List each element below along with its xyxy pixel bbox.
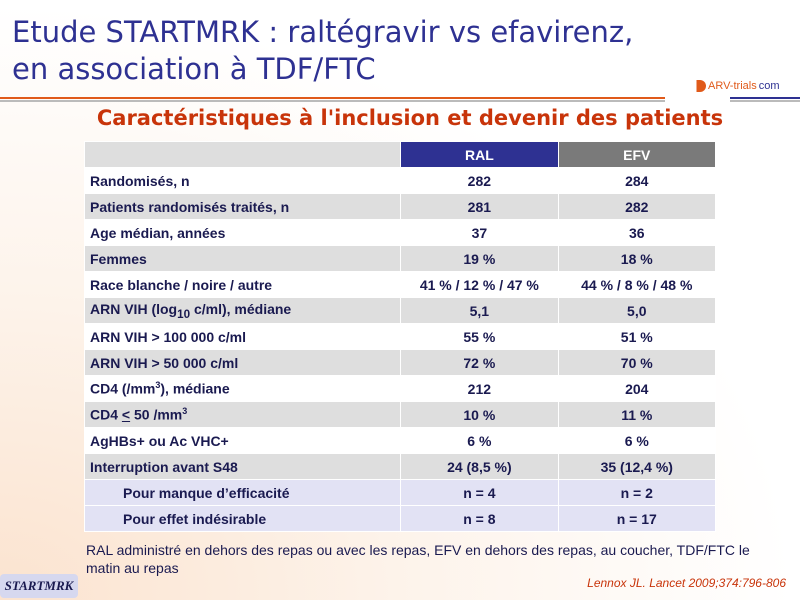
row-label: Femmes xyxy=(90,250,147,267)
efv-value: 44 % / 8 % / 48 % xyxy=(557,271,717,298)
ral-value: 212 xyxy=(400,375,559,402)
efv-value: 18 % xyxy=(557,245,717,272)
table-row: CD4 < 50 /mm3 10 % 11 % xyxy=(83,401,717,428)
row-label-sub: 10 xyxy=(177,307,191,321)
table-row: Interruption avant S48 24 (8,5 %) 35 (12… xyxy=(83,453,717,480)
table-row: Randomisés, n 282 284 xyxy=(83,167,717,194)
ral-value: 41 % / 12 % / 47 % xyxy=(400,271,559,298)
ral-value: 281 xyxy=(400,193,559,220)
divider-orange xyxy=(0,97,665,99)
row-label: Randomisés, n xyxy=(90,172,190,189)
slide-subtitle: Caractéristiques à l'inclusion et deveni… xyxy=(96,106,724,130)
efv-value: 36 xyxy=(557,219,717,246)
row-label: Patients randomisés traités, n xyxy=(90,198,290,215)
table-row: Age médian, années 37 36 xyxy=(83,219,717,246)
ral-value: n = 4 xyxy=(400,479,559,506)
ral-value: 19 % xyxy=(400,245,559,272)
row-label-sup: 3 xyxy=(155,380,161,391)
table-header-row: RAL EFV xyxy=(83,141,717,168)
table-row: Femmes 19 % 18 % xyxy=(83,245,717,272)
row-label-cell: CD4 < 50 /mm3 xyxy=(83,401,402,428)
efv-value: 11 % xyxy=(557,401,717,428)
table-row: CD4 (/mm3), médiane 212 204 xyxy=(83,375,717,402)
ral-value: 6 % xyxy=(400,427,559,454)
ral-value: 282 xyxy=(400,167,559,194)
header-ral: RAL xyxy=(400,141,559,168)
row-label-cell: Pour manque d’efficacité xyxy=(83,479,402,506)
arv-trials-logo: ARV-trials com xyxy=(690,80,779,92)
efv-value: 204 xyxy=(557,375,717,402)
administration-note: RAL administré en dehors des repas ou av… xyxy=(86,542,750,576)
divider-grey xyxy=(0,100,665,102)
table-row: AgHBs+ ou Ac VHC+ 6 % 6 % xyxy=(83,427,717,454)
ral-value: 24 (8,5 %) xyxy=(400,453,559,480)
row-label-post: c/ml), médiane xyxy=(190,300,292,317)
title-line-2: en association à TDF/FTC xyxy=(12,52,376,86)
row-label-cell: Interruption avant S48 xyxy=(83,453,402,480)
row-label-sup: 3 xyxy=(182,406,188,417)
reference: Lennox JL. Lancet 2009;374:796-806 xyxy=(587,576,786,590)
table-row: ARN VIH (log10 c/ml), médiane 5,1 5,0 xyxy=(83,297,717,324)
row-label-cell: Race blanche / noire / autre xyxy=(83,271,402,298)
efv-value: 5,0 xyxy=(557,297,717,324)
ral-value: 72 % xyxy=(400,349,559,376)
row-label-cell: AgHBs+ ou Ac VHC+ xyxy=(83,427,402,454)
efv-value: 51 % xyxy=(557,323,717,350)
table-row: Pour effet indésirable n = 8 n = 17 xyxy=(83,505,717,532)
table-row: ARN VIH > 100 000 c/ml 55 % 51 % xyxy=(83,323,717,350)
efv-value: n = 2 xyxy=(557,479,717,506)
efv-value: 70 % xyxy=(557,349,717,376)
table-row: Race blanche / noire / autre 41 % / 12 %… xyxy=(83,271,717,298)
row-label-pre: CD4 xyxy=(90,406,122,423)
row-label-cell: Pour effet indésirable xyxy=(83,505,402,532)
row-label: Interruption avant S48 xyxy=(90,458,238,475)
logo-suffix: com xyxy=(758,80,780,92)
efv-value: n = 17 xyxy=(557,505,717,532)
row-label-cell: Age médian, années xyxy=(83,219,402,246)
header-empty xyxy=(83,141,402,168)
ral-value: 37 xyxy=(400,219,559,246)
row-label: Race blanche / noire / autre xyxy=(90,276,273,293)
row-label-cell: Patients randomisés traités, n xyxy=(83,193,402,220)
row-label-cell: CD4 (/mm3), médiane xyxy=(83,375,402,402)
row-label-cell: Femmes xyxy=(83,245,402,272)
header-efv: EFV xyxy=(557,141,717,168)
ral-value: 5,1 xyxy=(400,297,559,324)
efv-value: 282 xyxy=(557,193,717,220)
ral-value: 10 % xyxy=(400,401,559,428)
patient-characteristics-table: RAL EFV Randomisés, n 282 284 Patients ra… xyxy=(83,141,717,532)
row-label: Age médian, années xyxy=(90,224,226,241)
row-label-cell: Randomisés, n xyxy=(83,167,402,194)
study-badge: STARTMRK xyxy=(0,574,78,598)
title-line-1: Etude STARTMRK : raltégravir vs efaviren… xyxy=(12,15,634,49)
table-row: Patients randomisés traités, n 281 282 xyxy=(83,193,717,220)
row-label: ARN VIH > 50 000 c/ml xyxy=(90,354,239,371)
row-label: AgHBs+ ou Ac VHC+ xyxy=(90,432,229,449)
divider-blue xyxy=(730,97,800,99)
divider-grey-right xyxy=(730,100,800,102)
row-label-mid: 50 /mm xyxy=(130,406,183,423)
row-label: ARN VIH > 100 000 c/ml xyxy=(90,328,247,345)
row-label-cell: ARN VIH > 50 000 c/ml xyxy=(83,349,402,376)
efv-value: 284 xyxy=(557,167,717,194)
table-row: ARN VIH > 50 000 c/ml 72 % 70 % xyxy=(83,349,717,376)
row-label-cell: ARN VIH > 100 000 c/ml xyxy=(83,323,402,350)
row-label: Pour manque d’efficacité xyxy=(123,484,290,501)
logo-brand: ARV-trials xyxy=(708,80,757,92)
row-label-le: < xyxy=(121,406,131,423)
row-label: Pour effet indésirable xyxy=(123,510,267,527)
row-label-pre: ARN VIH (log xyxy=(90,300,178,317)
slide-title: Etude STARTMRK : raltégravir vs efaviren… xyxy=(12,14,633,88)
row-label-cell: ARN VIH (log10 c/ml), médiane xyxy=(83,297,402,324)
efv-value: 6 % xyxy=(557,427,717,454)
pill-icon xyxy=(690,80,706,92)
ral-value: 55 % xyxy=(400,323,559,350)
efv-value: 35 (12,4 %) xyxy=(557,453,717,480)
row-label-post: ), médiane xyxy=(160,380,230,397)
table-row: Pour manque d’efficacité n = 4 n = 2 xyxy=(83,479,717,506)
ral-value: n = 8 xyxy=(400,505,559,532)
row-label-pre: CD4 (/mm xyxy=(90,380,156,397)
